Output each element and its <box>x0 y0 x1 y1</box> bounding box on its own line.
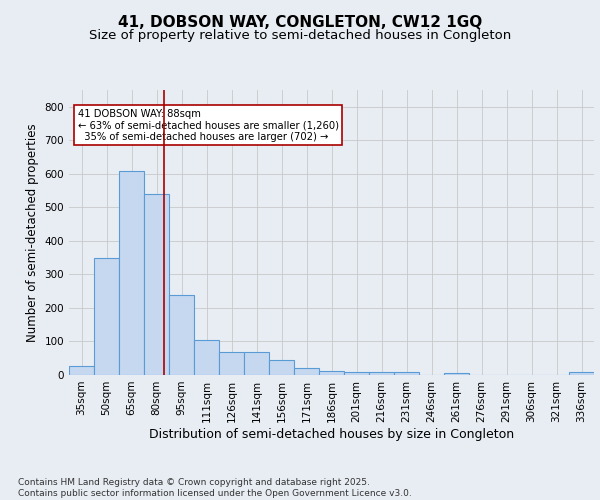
Bar <box>344 372 369 375</box>
Bar <box>194 340 219 375</box>
Bar <box>294 368 319 375</box>
Bar <box>269 360 294 375</box>
Bar <box>369 372 394 375</box>
Text: Size of property relative to semi-detached houses in Congleton: Size of property relative to semi-detach… <box>89 30 511 43</box>
Bar <box>94 258 119 375</box>
Bar <box>119 171 144 375</box>
Bar <box>319 370 344 375</box>
Bar <box>394 372 419 375</box>
Y-axis label: Number of semi-detached properties: Number of semi-detached properties <box>26 123 39 342</box>
Bar <box>219 352 244 375</box>
Bar <box>444 374 469 375</box>
Bar <box>569 372 594 375</box>
Bar <box>69 366 94 375</box>
Bar <box>169 294 194 375</box>
Text: Contains HM Land Registry data © Crown copyright and database right 2025.
Contai: Contains HM Land Registry data © Crown c… <box>18 478 412 498</box>
Bar <box>144 194 169 375</box>
Text: 41, DOBSON WAY, CONGLETON, CW12 1GQ: 41, DOBSON WAY, CONGLETON, CW12 1GQ <box>118 15 482 30</box>
X-axis label: Distribution of semi-detached houses by size in Congleton: Distribution of semi-detached houses by … <box>149 428 514 440</box>
Bar <box>244 352 269 375</box>
Text: 41 DOBSON WAY: 88sqm
← 63% of semi-detached houses are smaller (1,260)
  35% of : 41 DOBSON WAY: 88sqm ← 63% of semi-detac… <box>78 108 339 142</box>
